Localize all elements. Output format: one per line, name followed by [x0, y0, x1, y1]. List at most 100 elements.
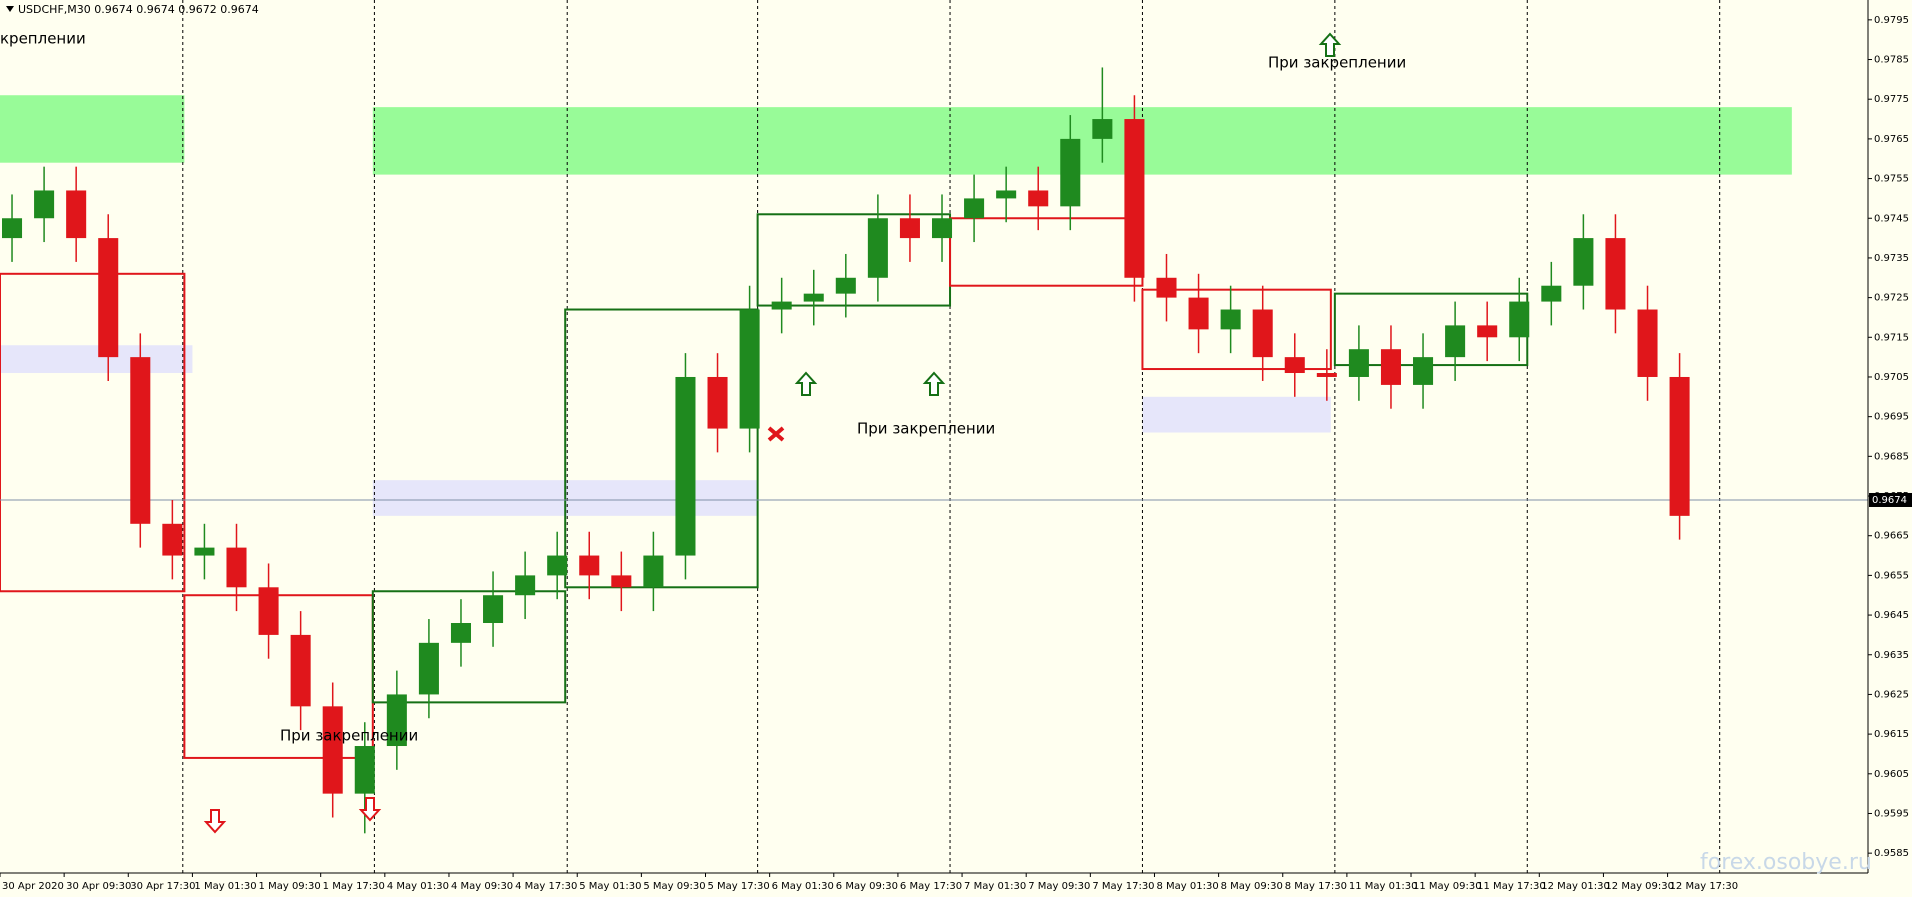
candle-body — [386, 694, 407, 747]
candle-body — [1220, 309, 1241, 330]
x-tick-label: 4 May 01:30 — [387, 881, 449, 892]
y-tick-label: 0.9635 — [1874, 650, 1909, 661]
x-tick-label: 8 May 09:30 — [1221, 881, 1283, 892]
buy-arrow — [1318, 32, 1342, 57]
candle-body — [707, 376, 728, 429]
y-tick-label: 0.9705 — [1874, 372, 1909, 383]
candle-body — [354, 746, 375, 794]
y-tick-label: 0.9695 — [1874, 412, 1909, 423]
watermark: forex.osobye.ru — [1700, 850, 1872, 875]
candle-body — [739, 309, 760, 429]
y-tick-label: 0.9605 — [1874, 769, 1909, 780]
x-tick-label: 30 Apr 17:30 — [130, 881, 195, 892]
y-tick-label: 0.9595 — [1874, 808, 1909, 819]
annotation: При закреплении — [857, 420, 995, 438]
candle-body — [1541, 285, 1562, 302]
candle-body — [1092, 119, 1113, 139]
sell-arrow — [203, 809, 227, 834]
y-tick-label: 0.9735 — [1874, 253, 1909, 264]
plot — [0, 0, 1868, 873]
x-tick-label: 6 May 17:30 — [900, 881, 962, 892]
candle-body — [450, 623, 472, 643]
x-tick-label: 7 May 09:30 — [1028, 881, 1090, 892]
candle-body — [771, 301, 792, 310]
x-tick-label: 1 May 09:30 — [259, 881, 321, 892]
candle-body — [483, 595, 504, 624]
candle-body — [1252, 309, 1273, 358]
buy-arrow — [794, 371, 818, 396]
candle-body — [1124, 119, 1145, 278]
x-tick-label: 8 May 17:30 — [1285, 881, 1347, 892]
candle-body — [66, 190, 87, 239]
candle-body — [1316, 373, 1337, 377]
y-tick-label: 0.9785 — [1874, 55, 1909, 66]
candle-body — [675, 376, 696, 556]
y-tick-label: 0.9645 — [1874, 610, 1909, 621]
candle-body — [1284, 357, 1305, 374]
x-tick-label: 4 May 17:30 — [515, 881, 577, 892]
range-box — [371, 590, 567, 704]
symbol-header: USDCHF,M30 0.9674 0.9674 0.9672 0.9674 — [18, 3, 259, 16]
candle-body — [130, 357, 151, 524]
candle-body — [515, 575, 536, 596]
candle-body — [162, 523, 183, 556]
candle-body — [258, 587, 279, 635]
x-tick-label: 12 May 17:30 — [1670, 881, 1739, 892]
y-tick-label: 0.9755 — [1874, 174, 1909, 185]
buy-arrow — [922, 371, 946, 396]
candle-body — [2, 218, 23, 239]
zone — [1142, 396, 1331, 433]
candle-body — [1380, 349, 1401, 385]
candle-body — [418, 642, 439, 695]
y-tick-label: 0.9795 — [1874, 15, 1909, 26]
x-tick-label: 5 May 17:30 — [708, 881, 770, 892]
candle-body — [1605, 238, 1626, 310]
candle-body — [611, 575, 632, 588]
annotation: При закреплении — [280, 727, 418, 745]
y-tick-label: 0.9765 — [1874, 134, 1909, 145]
candle-body — [931, 218, 953, 239]
x-tick-label: 11 May 01:30 — [1349, 881, 1418, 892]
candle-body — [579, 555, 600, 576]
x-tick-label: 7 May 17:30 — [1092, 881, 1154, 892]
candle-body — [322, 706, 343, 794]
y-tick-label: 0.9775 — [1874, 94, 1909, 105]
candle-body — [1477, 325, 1498, 338]
x-tick-label: 5 May 09:30 — [643, 881, 705, 892]
candle-body — [1669, 376, 1690, 516]
candle-body — [194, 547, 215, 556]
candle-body — [867, 218, 888, 278]
x-tick-label: 1 May 01:30 — [194, 881, 256, 892]
y-tick-label: 0.9725 — [1874, 293, 1909, 304]
candle-body — [1637, 309, 1658, 377]
candle-body — [1413, 357, 1434, 385]
menu-triangle[interactable] — [6, 6, 14, 12]
candle-body — [1445, 325, 1466, 358]
y-tick-label: 0.9685 — [1874, 451, 1909, 462]
candle-body — [835, 277, 856, 294]
candle-body — [1156, 277, 1177, 298]
sell-arrow — [358, 797, 382, 822]
candle-body — [964, 198, 985, 219]
zone — [0, 345, 193, 374]
y-tick-label: 0.9745 — [1874, 213, 1909, 224]
price-tag-label: 0.9674 — [1872, 495, 1907, 506]
x-tick-label: 12 May 09:30 — [1605, 881, 1674, 892]
zone — [372, 107, 1792, 175]
x-tick-label: 6 May 09:30 — [836, 881, 898, 892]
candle-body — [290, 634, 311, 707]
candle-body — [1028, 190, 1049, 207]
candle-body — [996, 190, 1017, 199]
candle-body — [1188, 297, 1209, 330]
candle-body — [1348, 349, 1369, 377]
candle-body — [1509, 301, 1530, 338]
x-tick-label: 4 May 09:30 — [451, 881, 513, 892]
candle-body — [899, 218, 920, 239]
y-tick-label: 0.9655 — [1874, 570, 1909, 581]
price-tag — [1869, 492, 1912, 507]
candle-body — [1573, 238, 1594, 286]
candle-body — [1060, 138, 1081, 207]
x-tick-label: 11 May 09:30 — [1413, 881, 1482, 892]
annotation: креплении — [0, 30, 86, 48]
